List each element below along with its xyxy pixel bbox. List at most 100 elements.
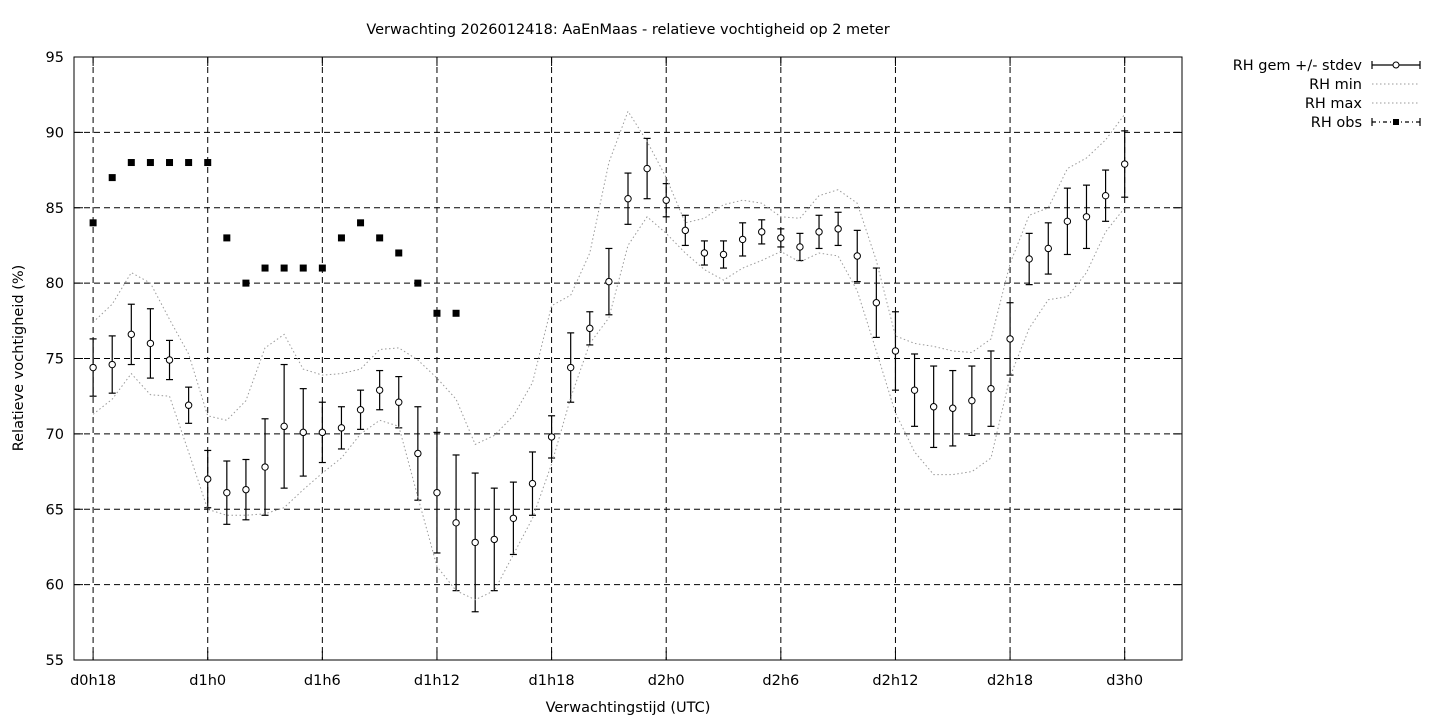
series-rh-obs-point (261, 264, 269, 272)
series-rh-gem-stdev-point (872, 267, 881, 338)
series-rh-obs-point (376, 234, 384, 242)
mean-marker (910, 386, 919, 394)
series-rh-gem-stdev-point (681, 214, 690, 247)
mean-marker (777, 234, 785, 242)
legend-label: RH obs (1311, 115, 1362, 131)
mean-marker (662, 196, 670, 204)
mean-marker (968, 397, 976, 405)
legend-item-rh-min: RH min (1309, 77, 1420, 93)
series-rh-gem-stdev-point (834, 211, 842, 247)
mean-marker (643, 164, 651, 173)
y-tick-label: 80 (46, 276, 64, 292)
series-rh-gem-stdev-point (1025, 232, 1033, 286)
series-rh-gem-stdev-point (662, 183, 670, 218)
x-tick-label: d0h18 (70, 673, 116, 689)
x-tick-label: d2h0 (648, 673, 685, 689)
x-axis-label: Verwachtingstijd (UTC) (546, 700, 711, 716)
mean-marker (165, 356, 174, 364)
mean-marker (1044, 244, 1052, 253)
series-rh-gem-stdev-point (547, 415, 556, 459)
mean-marker (108, 360, 116, 369)
series-rh-gem-stdev-point (471, 472, 479, 613)
series-rh-obs-point (185, 159, 193, 167)
series-rh-gem-stdev-point (1101, 169, 1110, 222)
legend-item-rh-gem-stdev: RH gem +/- stdev (1233, 58, 1421, 74)
series-rh-max-line (92, 110, 1126, 446)
mean-marker (1025, 255, 1033, 263)
mean-marker (452, 519, 460, 527)
x-tick-label: d3h0 (1106, 673, 1143, 689)
series-rh-obs-point (414, 279, 422, 287)
mean-marker (700, 249, 709, 257)
series-rh-gem-stdev-point (490, 487, 498, 592)
mean-marker (261, 463, 269, 471)
series-rh-gem-stdev-point (146, 308, 155, 379)
series-rh-gem-stdev-point (605, 247, 613, 316)
mean-marker (471, 538, 479, 547)
series-rh-gem-stdev-point (280, 363, 288, 489)
mean-marker (624, 195, 632, 203)
y-tick-label: 95 (46, 50, 64, 66)
mean-marker (318, 428, 327, 437)
series-rh-gem-stdev-point (184, 386, 193, 424)
mean-marker (796, 243, 804, 251)
series-rh-obs-point (242, 279, 250, 287)
series-rh-obs-point (280, 264, 288, 272)
series-rh-obs-point (318, 264, 326, 272)
axis-ticks: 55 60 65 70 75 80 85 90 95 d0h18 d1h0 d1h6 d1h12 d1h1… (46, 50, 1182, 689)
mean-marker (891, 347, 900, 355)
mean-marker (605, 277, 613, 286)
mean-marker (1120, 160, 1129, 168)
series-rh-obs-point (108, 174, 116, 182)
series-rh-gem-stdev-point (891, 311, 900, 391)
plot-frame (73, 56, 1183, 661)
mean-marker (758, 228, 766, 236)
legend-label: RH min (1309, 77, 1362, 93)
chart-title: Verwachting 2026012418: AaEnMaas - relat… (366, 22, 889, 38)
series-rh-gem-stdev-point (89, 338, 97, 397)
series-rh-gem-stdev-point (719, 240, 728, 269)
series-rh-obs-point (127, 159, 135, 167)
legend: RH gem +/- stdev RH min RH max RH obs (1233, 58, 1421, 131)
legend-swatch-marker (1393, 119, 1399, 125)
series-rh-gem-stdev-point (815, 214, 823, 250)
series-rh-obs-point (299, 264, 307, 272)
grid (74, 57, 1182, 660)
series-rh-obs-point (433, 309, 441, 317)
mean-marker (547, 433, 556, 441)
series-rh-obs-point (166, 159, 174, 167)
mean-marker (987, 384, 995, 393)
mean-marker (566, 363, 575, 372)
y-tick-label: 65 (46, 502, 64, 518)
series-rh-obs-point (395, 249, 403, 257)
y-tick-label: 90 (46, 125, 64, 141)
legend-item-rh-obs: RH obs (1311, 115, 1421, 131)
x-tick-label: d1h6 (304, 673, 341, 689)
mean-marker (949, 404, 957, 412)
mean-marker (853, 252, 861, 260)
series-rh-gem-stdev-point (738, 222, 747, 257)
series-rh-gem-stdev-point (395, 375, 403, 429)
mean-marker (375, 386, 384, 394)
mean-marker (872, 299, 881, 307)
series-rh-gem-stdev-point (127, 303, 136, 366)
series-rh-gem-stdev-point (165, 339, 174, 381)
series-rh-gem-stdev-point (223, 460, 231, 525)
series-rh-gem-stdev-point (509, 481, 518, 556)
mean-marker (681, 226, 690, 235)
legend-label: RH gem +/- stdev (1233, 58, 1363, 74)
x-tick-label: d1h12 (414, 673, 460, 689)
series-rh-gem-stdev-point (1044, 222, 1052, 275)
mean-marker (509, 514, 518, 522)
mean-marker (414, 449, 422, 458)
x-tick-label: d2h12 (872, 673, 918, 689)
series-rh-gem-stdev-point (777, 228, 785, 248)
x-tick-label: d2h6 (762, 673, 799, 689)
mean-marker (1101, 191, 1110, 200)
mean-marker (89, 363, 97, 372)
series-rh-gem-stdev-point (1082, 184, 1091, 250)
mean-marker (586, 324, 594, 333)
series-rh-gem-stdev-point (452, 454, 460, 592)
series-rh-gem-stdev-point (987, 350, 995, 427)
mean-marker (528, 479, 537, 488)
